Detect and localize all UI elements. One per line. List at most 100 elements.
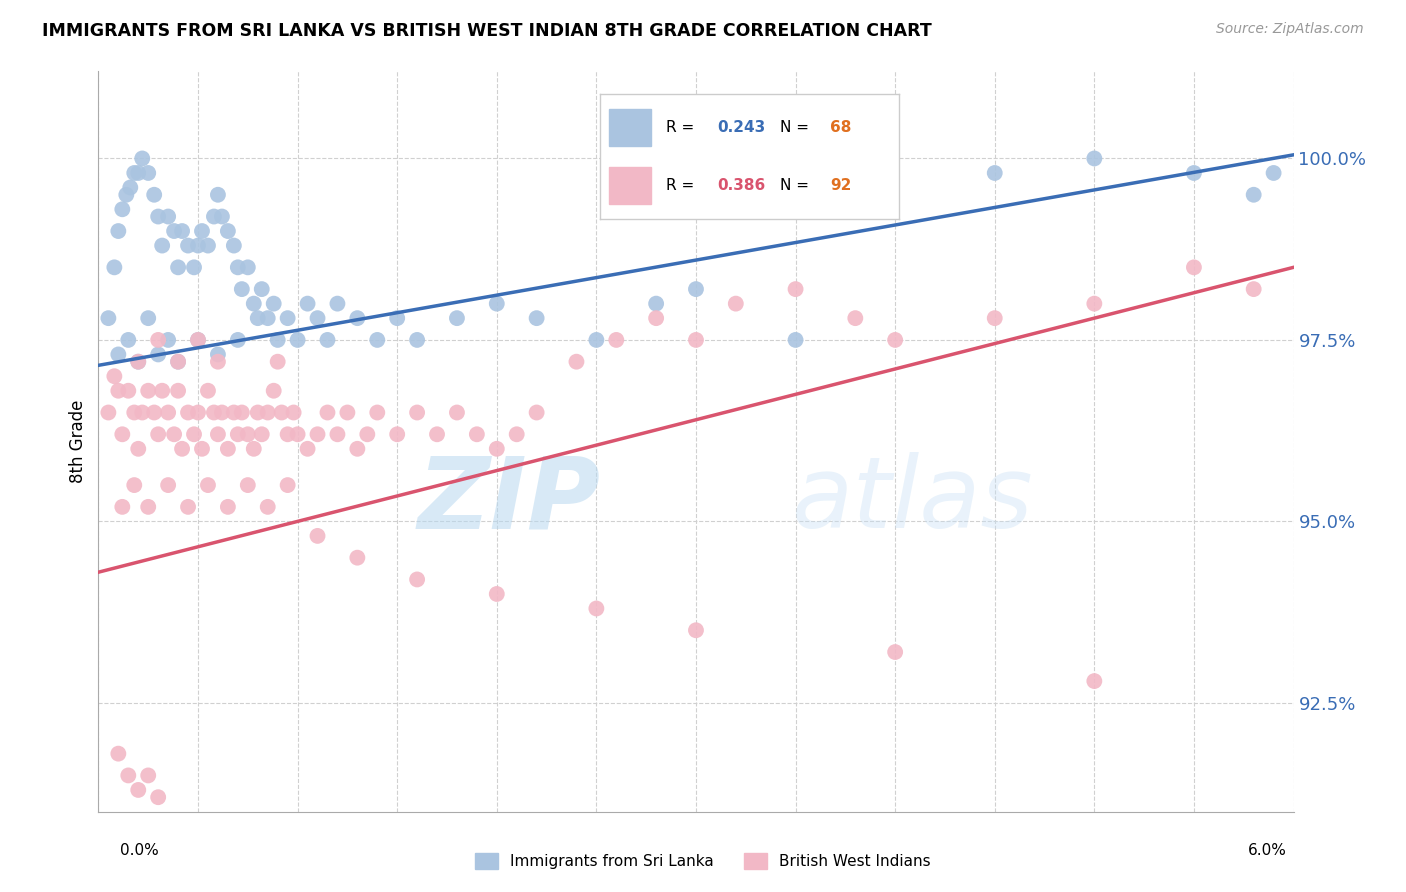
Y-axis label: 8th Grade: 8th Grade bbox=[69, 400, 87, 483]
Point bbox=[785, 333, 807, 347]
Point bbox=[222, 238, 245, 252]
Point bbox=[256, 311, 278, 326]
Point bbox=[115, 187, 138, 202]
Point bbox=[1083, 296, 1105, 310]
Point bbox=[143, 187, 166, 202]
Point bbox=[148, 333, 170, 347]
Point bbox=[406, 573, 429, 587]
Point bbox=[148, 790, 170, 805]
Point bbox=[167, 260, 190, 275]
Point bbox=[187, 333, 209, 347]
Point bbox=[124, 478, 146, 492]
Point bbox=[267, 333, 290, 347]
Point bbox=[346, 442, 368, 456]
Point bbox=[844, 311, 866, 326]
Point bbox=[217, 224, 239, 238]
Point bbox=[143, 405, 166, 419]
Point bbox=[565, 354, 588, 368]
Point bbox=[446, 311, 468, 326]
Point bbox=[97, 405, 120, 419]
Point bbox=[150, 384, 173, 398]
Point bbox=[226, 427, 249, 442]
Point bbox=[187, 238, 209, 252]
Point bbox=[231, 282, 253, 296]
Point bbox=[177, 500, 200, 514]
Point bbox=[217, 500, 239, 514]
Point bbox=[207, 347, 229, 361]
Point bbox=[645, 296, 668, 310]
Point bbox=[1243, 187, 1265, 202]
Point bbox=[256, 405, 278, 419]
Point bbox=[243, 442, 266, 456]
Point bbox=[884, 333, 907, 347]
Point bbox=[246, 311, 269, 326]
Point bbox=[107, 384, 129, 398]
Point bbox=[270, 405, 292, 419]
Point bbox=[167, 354, 190, 368]
Point bbox=[366, 333, 388, 347]
Point bbox=[1243, 282, 1265, 296]
Point bbox=[307, 529, 329, 543]
Point bbox=[127, 783, 149, 797]
Point bbox=[277, 311, 299, 326]
Point bbox=[111, 202, 134, 217]
Point bbox=[136, 384, 159, 398]
Point bbox=[157, 405, 180, 419]
Point bbox=[136, 166, 159, 180]
Text: 6.0%: 6.0% bbox=[1247, 843, 1286, 858]
Point bbox=[202, 405, 225, 419]
Point bbox=[183, 260, 205, 275]
Point bbox=[465, 427, 488, 442]
Point bbox=[222, 405, 245, 419]
Point bbox=[287, 333, 309, 347]
Point bbox=[326, 296, 349, 310]
Point bbox=[148, 347, 170, 361]
Text: Source: ZipAtlas.com: Source: ZipAtlas.com bbox=[1216, 22, 1364, 37]
Point bbox=[685, 282, 707, 296]
Point bbox=[117, 768, 139, 782]
Point bbox=[884, 645, 907, 659]
Point bbox=[426, 427, 449, 442]
Point bbox=[685, 624, 707, 638]
Point bbox=[231, 405, 253, 419]
Text: atlas: atlas bbox=[792, 452, 1033, 549]
Point bbox=[307, 311, 329, 326]
Point bbox=[366, 405, 388, 419]
Point bbox=[250, 427, 273, 442]
Point bbox=[287, 427, 309, 442]
Point bbox=[236, 260, 259, 275]
Point bbox=[124, 166, 146, 180]
Point bbox=[1083, 674, 1105, 689]
Text: ZIP: ZIP bbox=[418, 452, 600, 549]
Point bbox=[148, 427, 170, 442]
Point bbox=[685, 333, 707, 347]
Point bbox=[226, 333, 249, 347]
Point bbox=[236, 427, 259, 442]
Point bbox=[131, 152, 153, 166]
Point bbox=[202, 210, 225, 224]
Point bbox=[136, 311, 159, 326]
Point bbox=[191, 224, 214, 238]
Point bbox=[127, 354, 149, 368]
Point bbox=[177, 238, 200, 252]
Point bbox=[207, 354, 229, 368]
Point bbox=[645, 311, 668, 326]
Point bbox=[267, 354, 290, 368]
Point bbox=[277, 478, 299, 492]
Point bbox=[191, 442, 214, 456]
Point bbox=[984, 166, 1007, 180]
Point bbox=[526, 311, 548, 326]
Point bbox=[120, 180, 142, 194]
Point bbox=[157, 210, 180, 224]
Point bbox=[157, 333, 180, 347]
Point bbox=[150, 238, 173, 252]
Point bbox=[724, 296, 747, 310]
Point bbox=[111, 500, 134, 514]
Point bbox=[326, 427, 349, 442]
Point bbox=[1182, 260, 1205, 275]
Point bbox=[316, 333, 339, 347]
Point bbox=[406, 333, 429, 347]
Point bbox=[307, 427, 329, 442]
Point bbox=[226, 260, 249, 275]
Point bbox=[246, 405, 269, 419]
